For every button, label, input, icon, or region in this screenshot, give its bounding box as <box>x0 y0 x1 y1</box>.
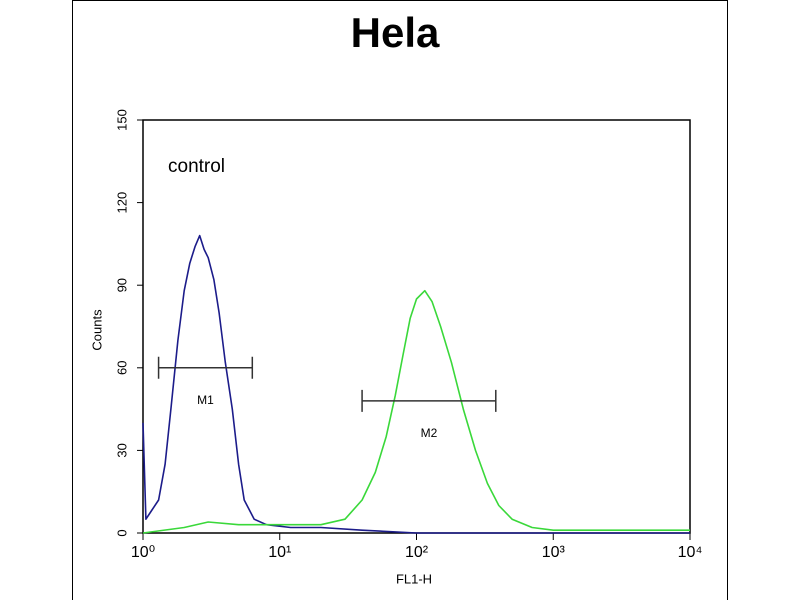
y-tick-label: 120 <box>114 192 129 214</box>
annotation: control <box>168 156 225 177</box>
x-axis-label: FL1-H <box>396 571 432 586</box>
x-tick-label: 10³ <box>542 544 566 561</box>
plot-area <box>142 119 691 534</box>
gate-label: M2 <box>421 426 438 440</box>
y-tick-label: 90 <box>114 278 129 292</box>
x-tick-label: 10² <box>405 544 429 561</box>
gate-marker <box>157 356 254 379</box>
chart-title: Hela <box>351 9 440 56</box>
gate-marker <box>361 389 497 412</box>
y-tick-label: 150 <box>114 109 129 131</box>
histogram-line <box>142 289 690 534</box>
y-tick-label: 60 <box>114 361 129 375</box>
histogram-line <box>142 234 690 534</box>
gate-label: M1 <box>197 393 214 407</box>
y-axis-label: Counts <box>89 309 104 351</box>
x-tick-label: 10⁴ <box>678 544 703 561</box>
y-tick-label: 30 <box>114 443 129 457</box>
x-tick-label: 10⁰ <box>131 544 155 561</box>
frame <box>72 0 728 600</box>
x-tick-label: 10¹ <box>268 544 291 561</box>
y-tick-label: 0 <box>114 529 129 536</box>
